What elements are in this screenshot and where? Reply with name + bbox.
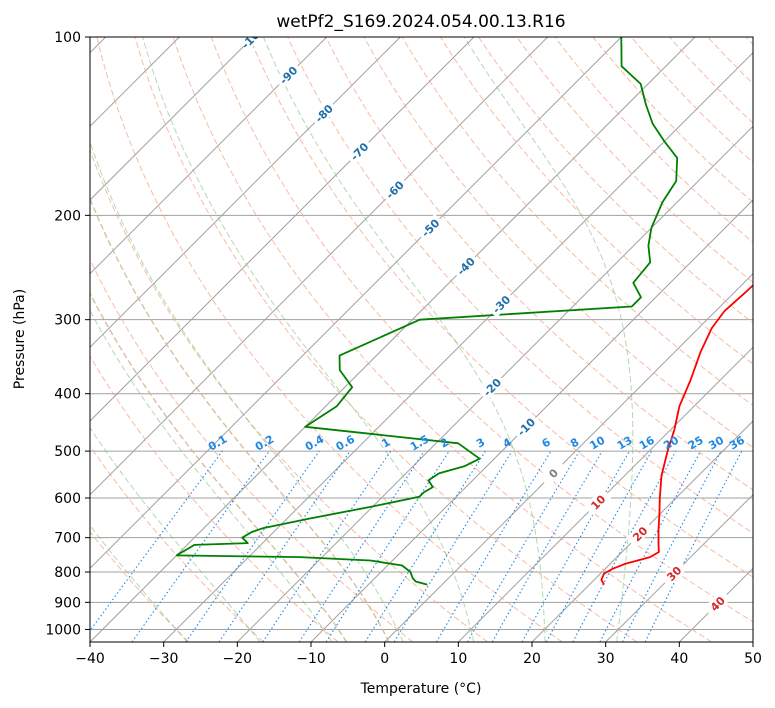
dry-adiabat [90,355,339,642]
y-tick-label: 100 [54,30,81,46]
y-axis-label: Pressure (hPa) [12,289,28,389]
isotherm-line [163,51,753,642]
dry-adiabat [478,37,753,324]
x-tick-label: 0 [380,651,389,667]
dry-adiabat [287,37,753,534]
isotherm-label-background [659,559,688,588]
mixing-ratio-line [393,450,513,642]
isotherm-label-background [487,290,515,318]
dry-adiabat [90,148,488,642]
ice-adiabats [90,196,390,642]
isotherm-line [90,37,254,201]
isotherm-line [457,346,753,642]
moist-adiabat [90,426,261,642]
temperature-profile [600,284,753,586]
dry-adiabat [554,37,753,243]
y-tick-label: 300 [54,313,81,329]
isotherm-label-background [274,61,302,89]
ice-adiabat [90,291,348,642]
y-tick-label: 600 [54,491,81,507]
y-tick-label: 900 [54,595,81,611]
x-tick-label: −10 [296,651,326,667]
mixing-ratio-line [572,450,677,642]
isotherm-label-background [238,37,267,51]
mixing-ratio-lines [90,450,743,642]
dry-adiabat [439,37,753,365]
x-tick-label: −40 [75,651,105,667]
moist-adiabat [90,140,404,642]
y-tick-label: 500 [54,444,81,460]
moist-adiabat [90,524,188,642]
dry-adiabat [401,37,753,406]
isotherm-line [310,199,753,642]
isotherm-label-background [478,373,506,401]
dry-adiabat [630,37,753,164]
x-tick-label: −20 [223,651,253,667]
isotherm-line [605,493,753,642]
isotherm-label-background [380,175,409,204]
isotherm-label-background [451,251,480,280]
y-tick-label: 1000 [45,622,81,638]
dewpoint-profile [175,37,679,586]
y-tick-label: 800 [54,565,81,581]
sounding-profiles [175,37,753,586]
x-tick-label: 30 [597,651,615,667]
dry-adiabat [134,37,638,642]
mixing-ratio-line [185,450,320,642]
isotherm-label-background [625,519,654,548]
x-axis-label: Temperature (°C) [360,681,482,697]
x-tick-label: 10 [449,651,467,667]
plot-frame [89,36,754,643]
mixing-ratio-line [218,450,351,642]
y-tick-label: 700 [54,531,81,547]
moist-adiabat [142,37,475,642]
isobar-grid [90,37,753,630]
mixing-ratio-line [545,450,653,642]
isotherm-line [90,37,696,642]
dry-adiabat [363,37,753,448]
dry-adiabat [325,37,753,491]
isotherm-line [90,37,401,349]
y-tick-label: 200 [54,208,81,224]
dry-adiabat [96,37,563,642]
isotherm-label-background [539,459,567,487]
mixing-ratio-line [521,450,630,642]
mixing-ratio-line [325,450,450,642]
x-tick-label: 20 [523,651,541,667]
dry-adiabat [249,37,753,578]
x-tick-label: 40 [670,651,688,667]
mixing-ratio-line [364,450,486,642]
axes: −40 −30 −20 −10 0 10 20 30 40 50 100 200 300 400 500 60… [45,30,762,667]
isotherm-line [90,37,622,570]
isotherm-line [90,37,549,496]
dry-adiabat [592,37,753,203]
mixing-ratio-line [90,450,223,632]
ice-adiabat [90,196,390,642]
isotherm-line [90,37,475,422]
x-tick-label: 50 [744,651,762,667]
isotherm-line [90,37,328,275]
isotherm-label-background [703,589,731,618]
mixing-ratio-line [131,450,270,642]
isotherm-label-background [416,213,444,242]
moist-adiabat [262,37,546,642]
dry-adiabat [90,531,190,642]
mixing-ratio-line [467,450,580,642]
isotherm-label-background [309,99,338,127]
dry-adiabat [90,258,414,642]
x-tick-label: −30 [149,651,179,667]
isotherm-label-background [583,488,612,516]
isotherm-label-background [345,137,373,165]
y-tick-label: 400 [54,387,81,403]
isotherm-line [236,125,753,642]
mixing-ratio-line [435,450,552,642]
chart-title: wetPf2_S169.2024.054.00.13.R16 [276,12,565,32]
dry-adiabat [516,37,753,284]
isotherm-line [384,272,753,642]
isotherm-label-background [512,412,540,441]
mixing-ratio-line [491,450,603,642]
